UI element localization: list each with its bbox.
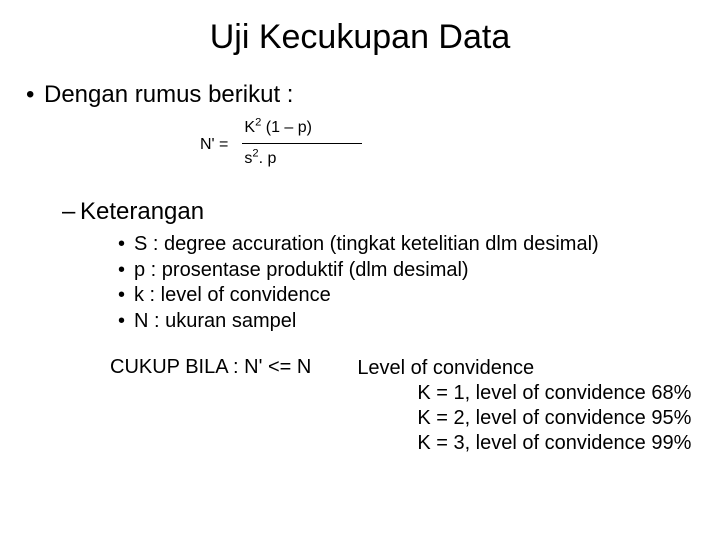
intro-text: Dengan rumus berikut : [44,81,293,108]
formula-lhs: N' = [200,134,242,154]
fraction-rule [242,143,362,144]
keterangan-bullet: –Keterangan [0,198,720,226]
loc-line: K = 1, level of convidence 68% [357,381,691,406]
list-item: •p : prosentase produktif (dlm desimal) [118,258,720,284]
slide-title: Uji Kecukupan Data [0,0,720,81]
formula-numerator: K2 (1 – p) [242,119,362,139]
numerator-k: K [244,119,255,136]
bottom-row: CUKUP BILA : N' <= N Level of convidence… [0,356,720,456]
bullet-marker: • [118,309,134,335]
bullet-marker: • [118,283,134,309]
list-text: k : level of convidence [134,284,331,306]
list-item: •S : degree accuration (tingkat keteliti… [118,232,720,258]
loc-line: K = 3, level of convidence 99% [357,431,691,456]
list-item: •k : level of convidence [118,283,720,309]
intro-bullet: •Dengan rumus berikut : [0,81,720,109]
bullet-marker: • [118,232,134,258]
keterangan-label: Keterangan [80,198,204,225]
formula-row: N' = K2 (1 – p) s2. p [200,119,720,168]
formula-denominator: s2. p [242,148,362,168]
bullet-marker: • [118,258,134,284]
loc-line: K = 2, level of convidence 95% [357,406,691,431]
list-text: S : degree accuration (tingkat ketelitia… [134,233,599,255]
list-item: •N : ukuran sampel [118,309,720,335]
list-text: p : prosentase produktif (dlm desimal) [134,259,469,281]
formula-fraction: K2 (1 – p) s2. p [242,119,362,168]
cukup-condition: CUKUP BILA : N' <= N [110,356,357,379]
loc-heading: Level of convidence [357,356,691,381]
keterangan-list: •S : degree accuration (tingkat keteliti… [0,232,720,334]
list-text: N : ukuran sampel [134,310,296,332]
denominator-rest: . p [259,150,277,167]
formula-block: N' = K2 (1 – p) s2. p [0,119,720,168]
bullet-marker: • [26,81,44,109]
dash-marker: – [62,198,80,226]
numerator-rest: (1 – p) [261,119,312,136]
level-of-confidence: Level of convidence K = 1, level of conv… [357,356,691,456]
